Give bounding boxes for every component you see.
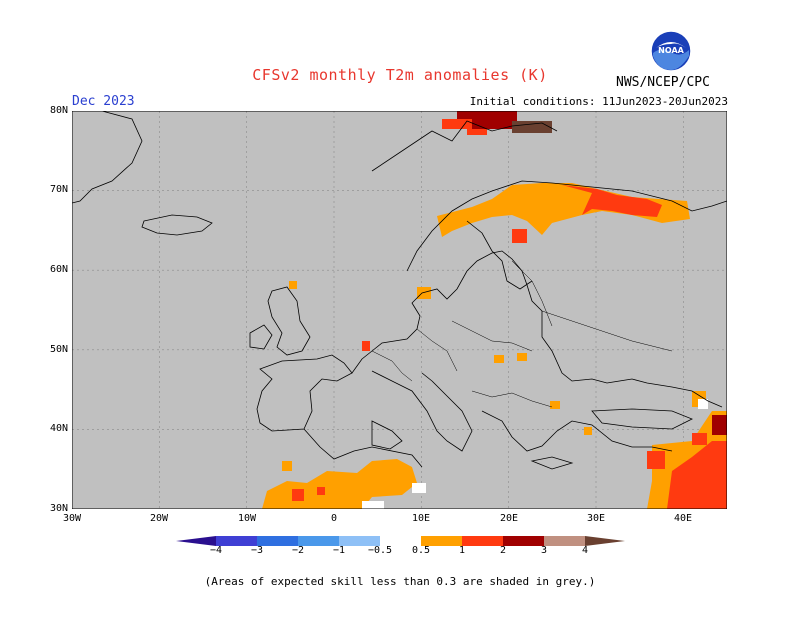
colorbar-cell <box>503 536 544 546</box>
colorbar-cell <box>339 536 380 546</box>
lon-label-30e: 30E <box>586 513 606 524</box>
colorbar-cell <box>257 536 298 546</box>
lon-label-20w: 20W <box>149 513 169 524</box>
lat-label-50n: 50N <box>49 344 68 355</box>
borders <box>371 260 673 408</box>
colorbar-cell <box>462 536 503 546</box>
colorbar-label: 0.5 <box>411 545 431 556</box>
colorbar-cell <box>585 536 625 546</box>
map-title: CFSv2 monthly T2m anomalies (K) <box>252 66 548 84</box>
agency-label: NWS/NCEP/CPC <box>616 75 710 90</box>
colorbar-label: −1 <box>332 545 346 556</box>
lat-label-70n: 70N <box>49 184 68 195</box>
gridlines <box>72 111 727 509</box>
lon-label-10w: 10W <box>237 513 257 524</box>
colorbar <box>176 536 625 546</box>
colorbar-label: −3 <box>250 545 264 556</box>
colorbar-label: −0.5 <box>367 545 393 556</box>
forecast-month: Dec 2023 <box>72 94 135 109</box>
colorbar-cell <box>544 536 585 546</box>
noaa-logo: NOAA <box>650 30 692 72</box>
initial-conditions: Initial conditions: 11Jun2023-20Jun2023 <box>469 95 728 108</box>
coastlines <box>72 111 727 470</box>
lon-label-30w: 30W <box>62 513 82 524</box>
map-background <box>72 111 727 509</box>
anomaly-map <box>72 111 727 509</box>
colorbar-label: −4 <box>209 545 223 556</box>
colorbar-cell <box>176 536 216 546</box>
skill-note: (Areas of expected skill less than 0.3 a… <box>204 575 596 588</box>
lon-label-0: 0 <box>330 513 338 524</box>
lat-label-30n: 30N <box>49 503 68 514</box>
lon-label-10e: 10E <box>411 513 431 524</box>
lat-label-60n: 60N <box>49 264 68 275</box>
colorbar-cell <box>380 536 421 546</box>
colorbar-label: 2 <box>499 545 507 556</box>
lat-label-40n: 40N <box>49 423 68 434</box>
colorbar-label: 4 <box>581 545 589 556</box>
colorbar-label: 1 <box>458 545 466 556</box>
lat-label-80n: 80N <box>49 105 68 116</box>
colorbar-cell <box>421 536 462 546</box>
colorbar-label: −2 <box>291 545 305 556</box>
colorbar-cell <box>216 536 257 546</box>
colorbar-label: 3 <box>540 545 548 556</box>
colorbar-cell <box>298 536 339 546</box>
anomaly-shading <box>262 111 727 509</box>
lon-label-40e: 40E <box>673 513 693 524</box>
lon-label-20e: 20E <box>499 513 519 524</box>
svg-text:NOAA: NOAA <box>658 46 684 55</box>
